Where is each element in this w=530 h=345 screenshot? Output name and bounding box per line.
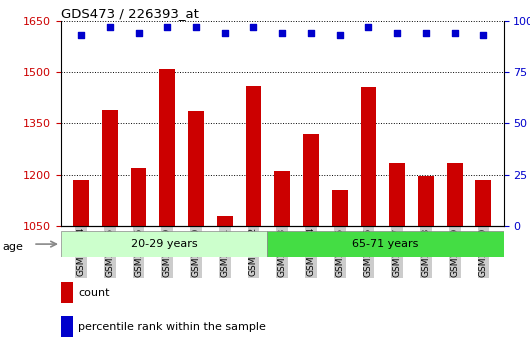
Point xyxy=(307,30,315,36)
Text: percentile rank within the sample: percentile rank within the sample xyxy=(78,322,266,332)
Bar xyxy=(217,216,233,226)
Text: GDS473 / 226393_at: GDS473 / 226393_at xyxy=(61,7,199,20)
Point xyxy=(134,30,143,36)
Point xyxy=(364,24,373,30)
Point xyxy=(450,30,459,36)
Bar xyxy=(418,176,434,226)
Text: 20-29 years: 20-29 years xyxy=(131,239,198,249)
Bar xyxy=(245,86,261,226)
Bar xyxy=(275,171,290,226)
Point xyxy=(479,32,488,38)
Point xyxy=(422,30,430,36)
Point xyxy=(163,24,172,30)
Bar xyxy=(61,231,268,257)
Bar xyxy=(332,190,348,226)
Bar xyxy=(360,87,376,226)
Point xyxy=(192,24,200,30)
Bar xyxy=(447,163,463,226)
Text: age: age xyxy=(3,242,23,252)
Bar xyxy=(102,110,118,226)
Bar xyxy=(73,180,89,226)
Point xyxy=(393,30,401,36)
Bar xyxy=(188,111,204,226)
Point xyxy=(105,24,114,30)
Bar xyxy=(130,168,146,226)
Text: 65-71 years: 65-71 years xyxy=(352,239,419,249)
Point xyxy=(249,24,258,30)
Bar xyxy=(303,134,319,226)
Bar xyxy=(475,180,491,226)
Point xyxy=(278,30,287,36)
Point xyxy=(220,30,229,36)
Bar xyxy=(61,316,73,337)
Bar xyxy=(268,231,503,257)
Point xyxy=(335,32,344,38)
Bar xyxy=(61,282,73,303)
Point xyxy=(77,32,85,38)
Text: count: count xyxy=(78,288,110,298)
Bar xyxy=(389,163,405,226)
Bar xyxy=(160,69,175,226)
